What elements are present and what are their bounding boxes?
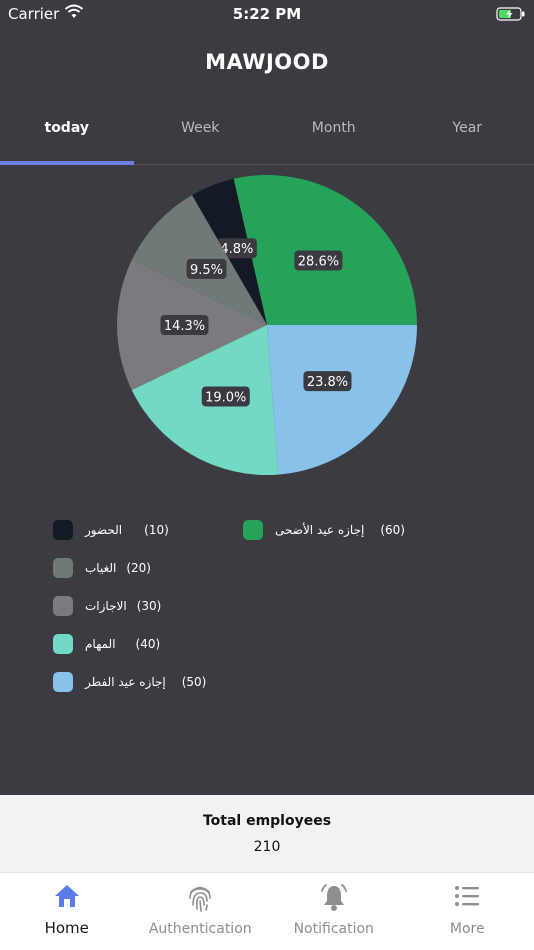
tabbar-label: Authentication [148,921,252,937]
pie-slice-percent-label: 14.3% [164,319,205,334]
active-tab-indicator [0,161,134,165]
legend-label: الاجازات [85,599,127,613]
legend-value: (20) [126,561,151,575]
legend-swatch [53,520,73,540]
pie-label-background [160,315,209,335]
tabbar-label: Home [44,919,89,937]
legend-swatch [53,558,73,578]
home-icon [53,883,81,913]
tab-year[interactable]: Year [452,120,483,136]
legend-value: (30) [136,599,162,613]
tab-week[interactable]: Week [181,120,220,136]
legend-item-eid-adha: إجازه عيد الأضحى (60) [243,519,405,541]
tabbar-label: More [449,921,485,937]
status-time: 5:22 PM [232,5,302,23]
wifi-icon [64,4,84,24]
fingerprint-icon [186,883,214,917]
tabbar-label: Notification [293,921,374,937]
legend-label: المهام [85,637,116,651]
pie-slice-percent-label: 28.6% [298,254,339,269]
pie-slice-percent-label: 4.8% [220,242,253,257]
period-tabs: today Week Month Year [0,110,534,165]
legend-value: (10) [144,523,169,537]
bell-icon [319,883,349,917]
tab-month[interactable]: Month [311,120,356,136]
pie-slice [233,175,417,325]
legend-swatch [53,672,73,692]
pie-slice [267,325,417,475]
pie-slice-percent-label: 9.5% [190,263,223,278]
legend-value: (40) [135,637,161,651]
legend-item-eid-fitr: إجازه عيد الفطر (50) [53,671,206,693]
legend-item-attendance: الحضور (10) [53,519,169,541]
legend-label: الحضور [85,523,123,537]
attendance-pie-chart: 28.6% 4.8% 9.5% 14.3% 19.0% 23.8% [0,165,534,495]
legend-label: الغياب [85,561,117,575]
legend-swatch [53,596,73,616]
list-icon [453,883,481,913]
pie-label-background [303,371,352,392]
legend-item-tasks: المهام (40) [53,633,160,655]
pie-label-background [216,238,257,259]
legend-value: (50) [181,675,207,689]
pie-label-background [186,258,227,279]
total-employees-label: Total employees [202,813,332,829]
summary-panel: Total employees 210 [0,795,534,872]
tabbar-item-authentication[interactable]: Authentication [134,873,268,950]
status-bar: Carrier 5:22 PM [0,0,534,28]
pie-chart-svg: 28.6% 4.8% 9.5% 14.3% 19.0% 23.8% [116,175,417,475]
carrier-label: Carrier [8,5,60,23]
pie-slice-percent-label: 19.0% [205,390,246,405]
legend-item-leaves: الاجازات (30) [53,595,161,617]
legend-label: إجازه عيد الفطر [85,675,166,689]
pie-label-background [201,386,250,407]
legend-label: إجازه عيد الأضحى [275,523,365,537]
legend-swatch [243,520,263,540]
tab-today[interactable]: today [44,120,89,136]
legend-item-absence: الغياب (20) [53,557,151,579]
tabbar-item-home[interactable]: Home [0,873,134,950]
pie-slice-percent-label: 23.8% [307,375,348,390]
tabbar-item-notification[interactable]: Notification [267,873,401,950]
legend-value: (60) [380,523,405,537]
pie-label-background [294,250,343,271]
total-employees-value: 210 [253,839,281,855]
legend-swatch [53,634,73,654]
app-title: MAWJOOD [205,50,329,74]
bottom-tab-bar: Home Authentication Notification [0,872,534,950]
tabbar-item-more[interactable]: More [401,873,534,950]
battery-icon [496,6,526,25]
